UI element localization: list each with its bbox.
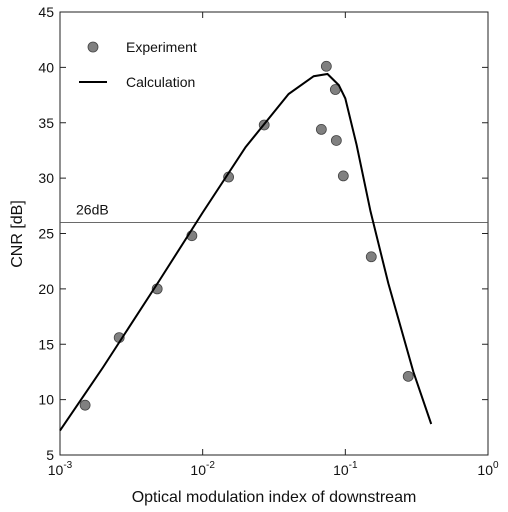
x-tick-label: 100 xyxy=(477,460,499,478)
legend-label: Calculation xyxy=(126,74,195,90)
plot-frame xyxy=(59,11,489,456)
x-tick-label: 10-2 xyxy=(190,460,215,478)
data-point xyxy=(330,135,342,146)
x-tick-label: 10-1 xyxy=(333,460,358,478)
x-tick-base: 10 xyxy=(48,462,64,478)
y-tick-label: 10 xyxy=(38,392,54,408)
y-tick-label: 45 xyxy=(38,4,54,20)
x-axis-label: Optical modulation index of downstream xyxy=(132,489,417,506)
y-tick-label: 5 xyxy=(46,447,54,463)
data-point xyxy=(315,123,327,135)
y-tick-label: 20 xyxy=(38,281,54,297)
data-point xyxy=(337,170,349,182)
data-point xyxy=(320,60,332,72)
x-tick-exponent: -3 xyxy=(63,460,72,471)
data-point xyxy=(402,370,414,382)
y-tick-label: 30 xyxy=(38,170,54,186)
y-tick-label: 15 xyxy=(38,336,54,352)
x-tick-base: 10 xyxy=(477,462,493,478)
data-point xyxy=(365,251,377,263)
y-tick-label: 35 xyxy=(38,115,54,131)
y-tick-label: 40 xyxy=(38,59,54,75)
data-line xyxy=(59,72,433,432)
x-tick-exponent: -2 xyxy=(206,460,215,471)
y-tick-label: 25 xyxy=(38,226,54,242)
reference-label: 26dB xyxy=(76,201,109,217)
x-tick-exponent: 0 xyxy=(493,460,499,471)
x-tick-exponent: -1 xyxy=(349,460,358,471)
x-tick-base: 10 xyxy=(190,462,206,478)
data-point xyxy=(79,399,91,411)
y-axis-label: CNR [dB] xyxy=(9,200,26,268)
legend-marker xyxy=(87,41,99,53)
x-tick-base: 10 xyxy=(333,462,349,478)
legend-label: Experiment xyxy=(126,39,197,55)
x-tick-label: 10-3 xyxy=(48,460,73,478)
